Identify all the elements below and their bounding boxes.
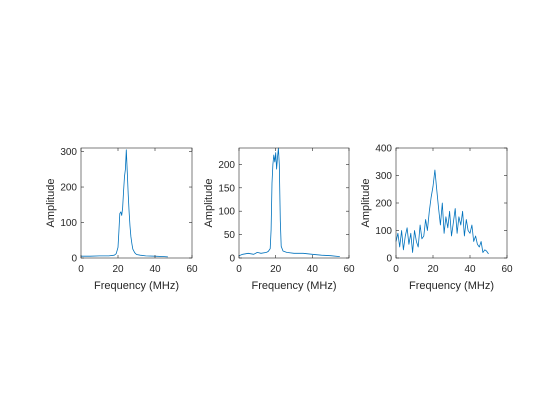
y-tick-label: 150	[218, 183, 235, 194]
series-line-0	[238, 147, 340, 257]
x-axis-label: Frequency (MHz)	[94, 280, 179, 292]
y-tick-label: 0	[229, 254, 235, 265]
y-tick-label: 200	[60, 183, 77, 194]
series-line-0	[395, 169, 489, 255]
spectrum-plot-2: 0 20 40 60 0 50 100 150 200 Frequency (MHz) Amp…	[203, 147, 355, 292]
y-tick-label: 50	[224, 230, 236, 241]
x-tick-label: 60	[186, 264, 198, 275]
x-tick-label: 40	[149, 264, 161, 275]
y-axis-ticks: 0 50 100 150 200	[218, 160, 349, 265]
x-axis-label: Frequency (MHz)	[252, 280, 337, 292]
y-tick-label: 100	[60, 218, 77, 229]
x-tick-label: 0	[78, 264, 84, 275]
y-tick-label: 100	[218, 207, 235, 218]
x-tick-label: 0	[236, 264, 242, 275]
x-tick-label: 20	[270, 264, 282, 275]
y-axis-ticks: 0 100 200 300 400	[375, 144, 507, 265]
y-tick-label: 100	[375, 226, 392, 237]
x-tick-label: 0	[393, 264, 399, 275]
axes-box	[238, 147, 350, 259]
x-tick-label: 60	[501, 264, 513, 275]
series-line	[81, 149, 168, 258]
x-axis-ticks: 0 20 40 60	[393, 148, 513, 275]
x-tick-label: 40	[307, 264, 319, 275]
y-tick-label: 300	[375, 171, 392, 182]
x-tick-label: 20	[427, 264, 439, 275]
y-tick-label: 300	[60, 147, 77, 158]
x-tick-label: 60	[343, 264, 355, 275]
y-axis-ticks: 0 100 200 300	[60, 147, 192, 265]
series-line-0	[81, 149, 168, 258]
x-axis-ticks: 0 20 40 60	[78, 148, 198, 275]
axes-box	[80, 147, 193, 259]
x-tick-label: 20	[112, 264, 124, 275]
y-tick-label: 200	[218, 160, 235, 171]
x-axis-label: Frequency (MHz)	[409, 280, 494, 292]
series-line	[238, 147, 340, 257]
y-axis-label: Amplitude	[203, 179, 215, 228]
y-axis-label: Amplitude	[45, 179, 57, 228]
y-tick-label: 400	[375, 144, 392, 155]
y-tick-label: 0	[386, 254, 392, 265]
y-tick-label: 0	[71, 254, 77, 265]
spectrum-plot-3: 0 20 40 60 0 100 200 300 400 Frequency (MHz) Am…	[360, 144, 513, 293]
y-axis-label: Amplitude	[360, 179, 372, 228]
y-tick-label: 200	[375, 199, 392, 210]
x-axis-ticks: 0 20 40 60	[236, 148, 355, 275]
spectrum-plot-1: 0 20 40 60 0 100 200 300 Frequency (MHz) Ampli…	[45, 147, 198, 292]
series-line	[395, 169, 489, 255]
x-tick-label: 40	[464, 264, 476, 275]
